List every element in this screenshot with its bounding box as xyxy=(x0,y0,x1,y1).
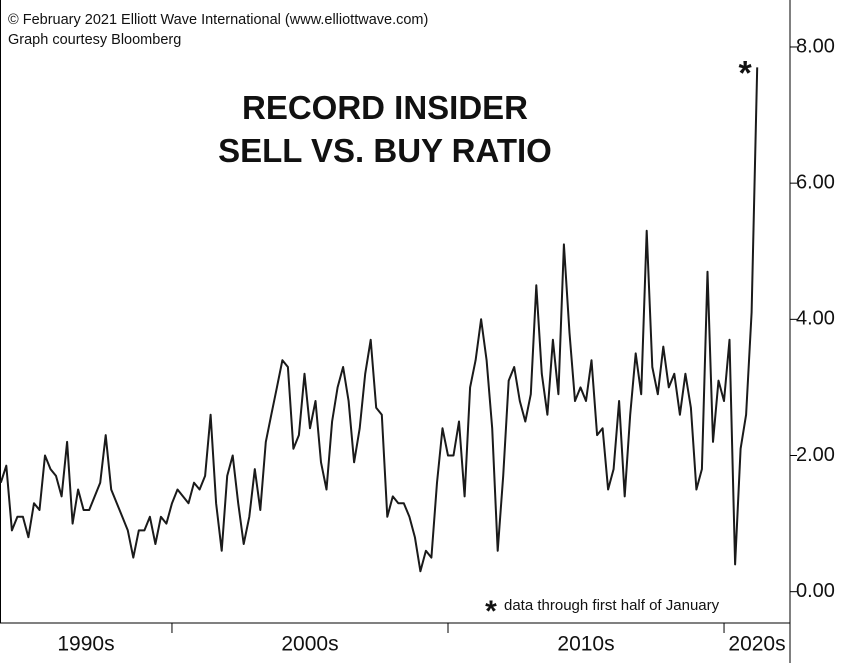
footnote: data through first half of January xyxy=(504,597,720,614)
x-tick-label: 2020s xyxy=(728,633,785,656)
x-tick-label: 1990s xyxy=(57,633,114,656)
x-tick-label: 2010s xyxy=(557,633,614,656)
y-tick-label: 2.00 xyxy=(796,444,835,466)
source-line: Graph courtesy Bloomberg xyxy=(8,32,181,48)
y-tick-label: 4.00 xyxy=(796,308,835,330)
y-tick-label: 6.00 xyxy=(796,171,835,193)
chart-title: RECORD INSIDER xyxy=(242,89,528,126)
y-tick-label: 8.00 xyxy=(796,35,835,57)
chart-title: SELL VS. BUY RATIO xyxy=(218,132,552,169)
footnote-marker: * xyxy=(485,595,497,628)
data-marker: * xyxy=(739,54,753,92)
data-line xyxy=(0,67,759,573)
y-tick-label: 0.00 xyxy=(796,580,835,602)
source-line: © February 2021 Elliott Wave Internation… xyxy=(8,12,428,28)
x-tick-label: 2000s xyxy=(281,633,338,656)
